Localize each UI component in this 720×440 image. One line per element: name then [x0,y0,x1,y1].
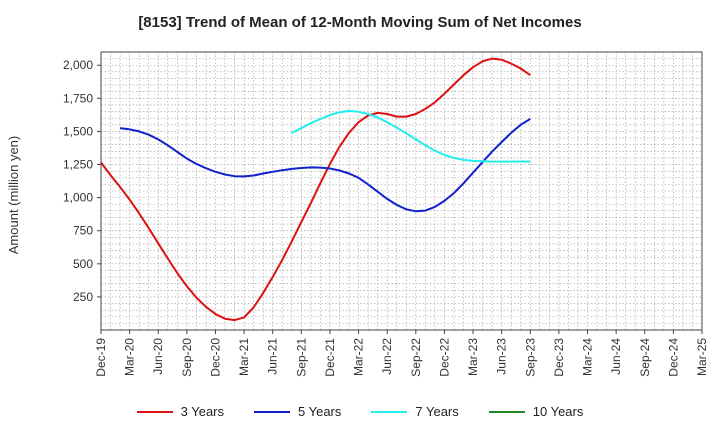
legend-item: 7 Years [371,404,459,419]
legend-item: 3 Years [136,404,224,419]
x-tick-label: Mar-20 [123,338,137,376]
grid [101,52,702,330]
legend: 3 Years 5 Years 7 Years 10 Years [0,404,720,419]
y-tick-label: 500 [73,257,93,271]
legend-item: 10 Years [488,404,584,419]
y-tick-label: 750 [73,224,93,238]
y-tick-label: 2,000 [63,58,93,72]
x-tick-label: Dec-22 [437,338,451,377]
x-tick-label: Sep-20 [180,338,194,377]
y-tick-label: 1,000 [63,191,93,205]
y-axis: 250 500 750 1,000 1,250 1,500 1,750 2,000 [63,58,101,304]
x-tick-label: Dec-19 [94,338,108,377]
legend-swatch [136,410,173,413]
x-tick-label: Dec-24 [666,338,680,377]
legend-swatch [371,410,408,413]
x-axis: Dec-19 Mar-20 Jun-20 Sep-20 Dec-20 Mar-21 Jun-… [94,330,709,377]
x-tick-label: Sep-22 [409,338,423,377]
x-tick-label: Jun-23 [495,338,509,375]
x-tick-label: Dec-23 [552,338,566,377]
x-tick-label: Sep-23 [523,338,537,377]
x-tick-label: Jun-24 [609,338,623,375]
x-tick-label: Mar-22 [352,338,366,376]
x-tick-label: Sep-24 [638,338,652,377]
y-tick-label: 1,250 [63,158,93,172]
x-tick-label: Jun-22 [380,338,394,375]
legend-label: 5 Years [298,404,342,419]
x-tick-label: Dec-21 [323,338,337,377]
x-tick-label: Mar-25 [695,338,709,376]
series-lines [100,57,531,322]
x-tick-label: Sep-21 [294,338,308,377]
legend-item: 5 Years [254,404,341,419]
series-line-7-years [291,109,531,163]
series-line-5-years [119,118,531,213]
series-line-3-years [100,57,531,322]
chart-title: [8153] Trend of Mean of 12-Month Moving … [138,14,582,31]
x-tick-label: Jun-21 [266,338,280,375]
y-tick-label: 1,750 [63,91,93,105]
y-tick-label: 250 [73,290,93,304]
x-tick-label: Jun-20 [151,338,165,375]
legend-label: 3 Years [180,404,224,419]
x-tick-label: Mar-24 [581,338,595,376]
y-tick-label: 1,500 [63,124,93,138]
x-tick-label: Mar-21 [237,338,251,376]
legend-label: 7 Years [415,404,459,419]
plot-frame [100,51,703,331]
legend-label: 10 Years [532,404,584,419]
y-axis-label: Amount (million yen) [6,136,21,255]
x-tick-label: Dec-20 [208,338,222,377]
legend-swatch [254,410,290,413]
legend-swatch [488,410,525,413]
x-tick-label: Mar-23 [466,338,480,376]
